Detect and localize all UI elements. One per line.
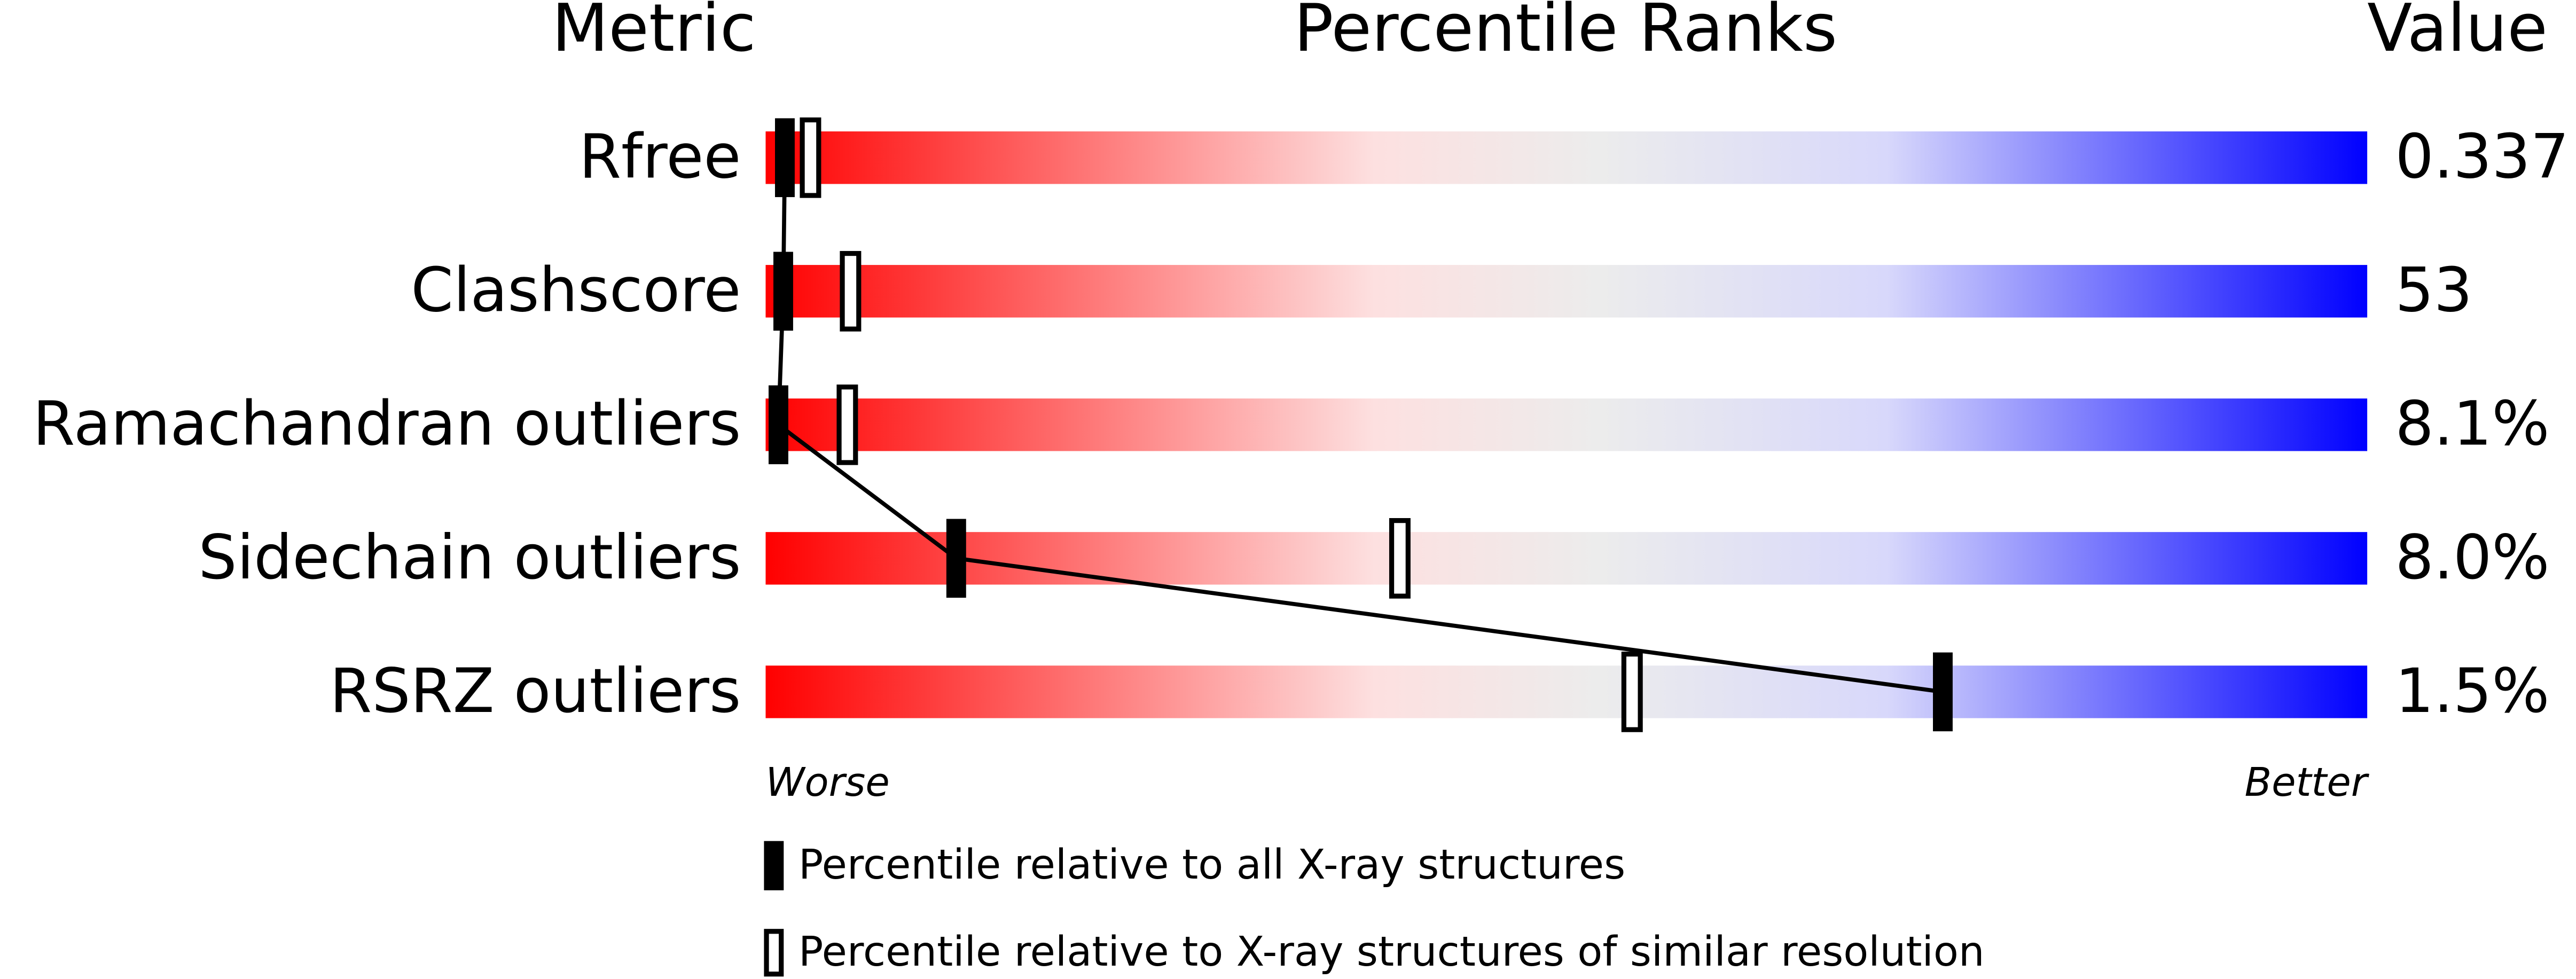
metric-value: 0.337 xyxy=(2395,121,2569,192)
header-metric: Metric xyxy=(552,0,756,67)
marker-hollow xyxy=(1389,518,1411,599)
marker-hollow xyxy=(1621,652,1643,732)
header-value: Value xyxy=(2367,0,2548,67)
marker-filled xyxy=(773,252,793,331)
metric-value: 1.5% xyxy=(2395,655,2549,726)
rank-bar xyxy=(765,265,2368,318)
rank-bar xyxy=(765,131,2368,184)
legend-swatch xyxy=(764,841,784,890)
metric-label: Ramachandran outliers xyxy=(33,388,741,459)
marker-hollow xyxy=(840,250,862,332)
metric-label: Clashscore xyxy=(411,255,741,326)
marker-filled xyxy=(775,118,795,198)
metric-value: 8.1% xyxy=(2395,388,2549,459)
metric-label: RSRZ outliers xyxy=(330,655,741,726)
metric-label: Rfree xyxy=(579,121,741,192)
legend-swatch xyxy=(764,929,784,977)
worse-label: Worse xyxy=(765,759,889,805)
rank-bar xyxy=(765,532,2368,585)
metric-label: Sidechain outliers xyxy=(198,522,741,593)
marker-hollow xyxy=(800,117,821,198)
rank-bar xyxy=(765,398,2368,451)
legend-label: Percentile relative to all X-ray structu… xyxy=(798,841,1625,889)
marker-filled xyxy=(946,519,966,598)
metric-value: 53 xyxy=(2395,255,2472,326)
marker-filled xyxy=(769,385,788,465)
header-ranks: Percentile Ranks xyxy=(1294,0,1837,67)
metric-value: 8.0% xyxy=(2395,522,2549,593)
marker-filled xyxy=(1933,652,1953,732)
rank-bar xyxy=(765,665,2368,718)
better-label: Better xyxy=(2244,759,2369,805)
marker-hollow xyxy=(836,384,858,465)
legend-label: Percentile relative to X-ray structures … xyxy=(798,928,1985,976)
